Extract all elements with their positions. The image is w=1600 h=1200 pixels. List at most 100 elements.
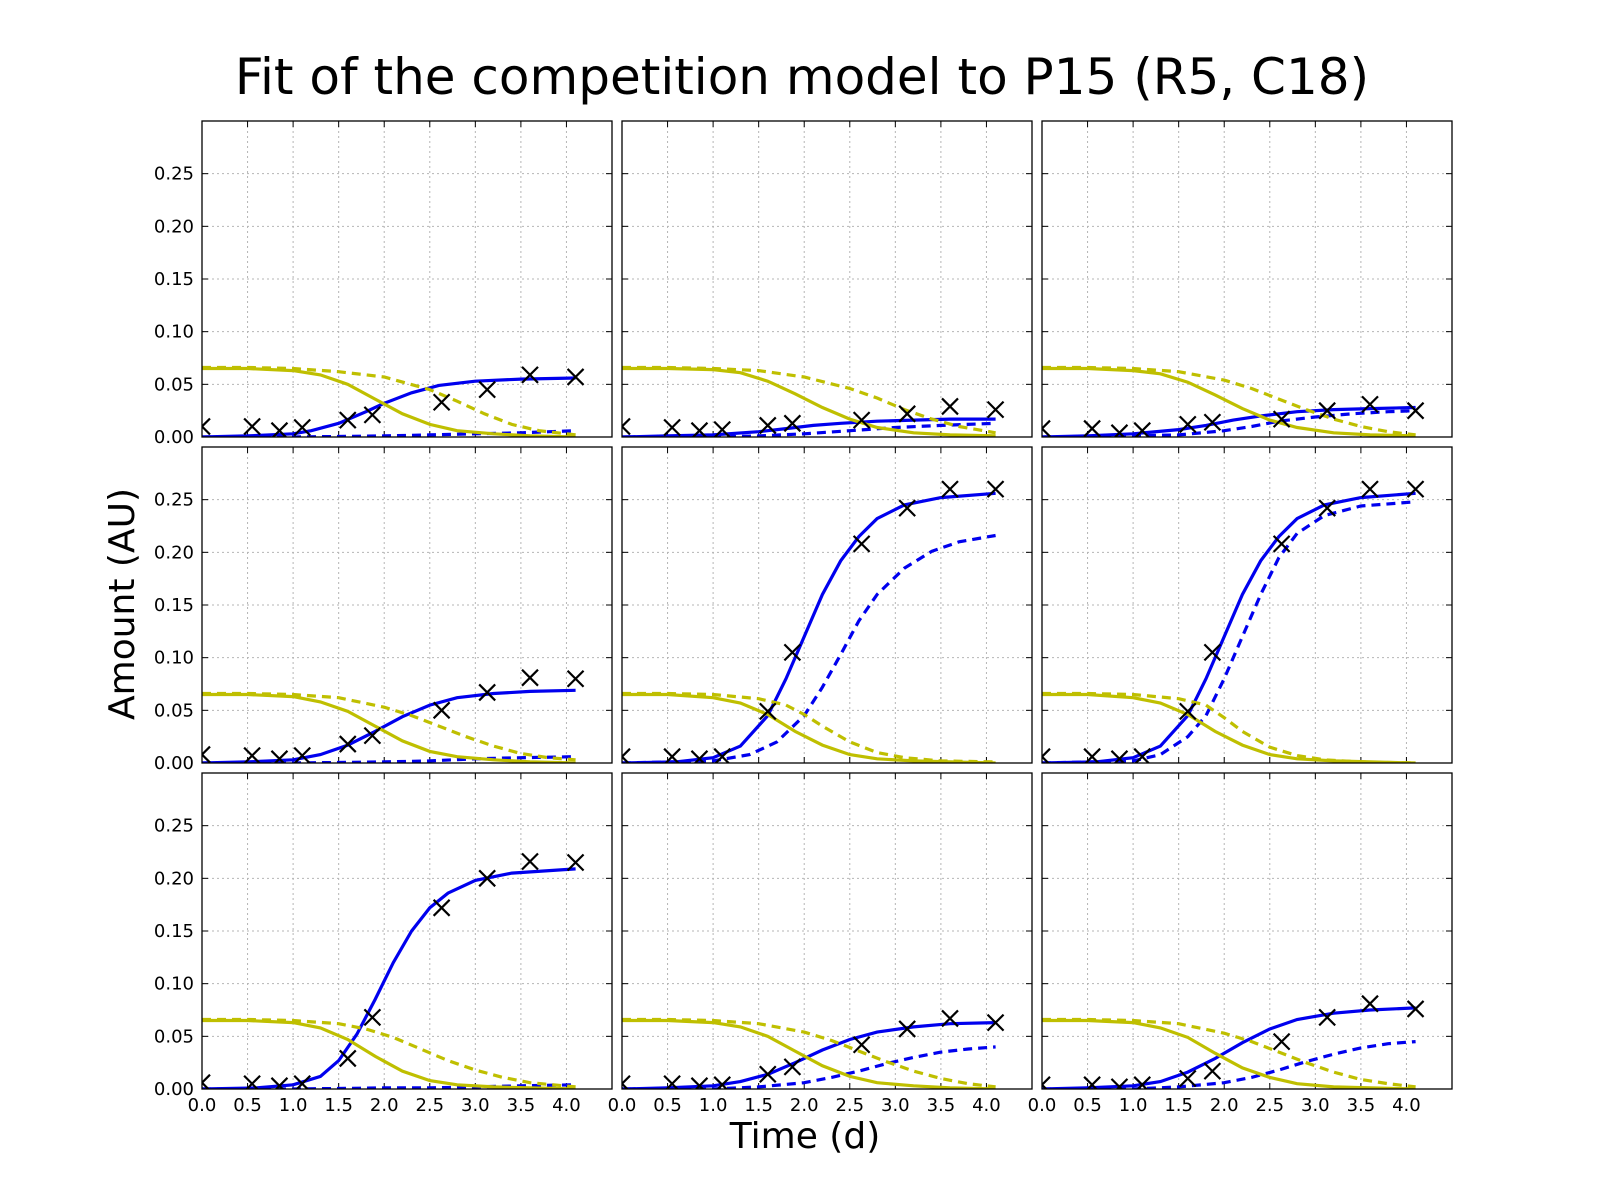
series-group [202,852,585,1089]
subplot-frame [621,446,1033,764]
data-point-marker [690,750,709,763]
x-tick-label: 3.5 [1347,1095,1376,1116]
data-point-marker [986,400,1005,419]
series-blue-dashed [202,429,576,437]
data-point-marker [1361,395,1379,414]
series-olive-dashed [202,691,576,762]
data-point-marker [363,406,382,424]
y-tick-label: 0.00 [154,1079,194,1100]
data-point-marker [898,1020,916,1038]
series-blue-solid [1042,1006,1416,1089]
y-tick-label: 0.05 [154,374,194,395]
x-tick-label: 0.5 [1073,1095,1102,1116]
series-blue-solid [622,417,996,437]
subplot-grid: 0.00 0.05 0.10 0.15 0.20 0.25 0.00 0.05 0.10 0.15… [154,120,1453,1116]
subplot-r1-c3 [1041,120,1453,438]
data-point-marker [1272,1032,1291,1051]
x-tick-label: 4.0 [1392,1095,1421,1116]
series-group [622,365,1005,437]
data-point-marker [759,1065,777,1084]
data-point-marker [663,418,681,437]
y-tick-label: 0.25 [154,816,194,837]
data-point-marker [478,869,496,888]
data-point-marker [622,417,631,436]
data-point-marker [1110,750,1129,763]
y-tick-label: 0.15 [154,269,194,290]
subplot-r2-c3 [1041,446,1453,764]
data-point-marker [1042,747,1051,763]
data-point-marker [941,480,959,498]
data-point-marker [1083,747,1101,763]
data-point-marker [986,480,1005,498]
data-point-marker [521,366,539,384]
data-point-marker [1042,419,1051,437]
data-point-marker [1361,994,1379,1013]
data-point-marker [690,1077,709,1089]
x-tick-label: 3.5 [927,1095,956,1116]
y-tick-label: 0.20 [154,542,194,563]
x-tick-label: 2.5 [835,1095,864,1116]
x-tick-label: 2.5 [1255,1095,1284,1116]
data-point-marker [478,380,496,399]
subplot-frame [201,446,613,764]
data-point-marker [432,899,451,917]
series-blue-solid [202,688,576,763]
data-point-marker [1179,415,1197,434]
data-point-marker [1203,1062,1222,1080]
data-point-marker [1083,419,1101,437]
x-tick-label: 1.5 [324,1095,353,1116]
series-group [622,1009,1005,1089]
data-point-marker [898,499,916,517]
series-group [1042,480,1425,763]
x-tick-label: 3.0 [881,1095,910,1116]
data-point-marker [1272,535,1291,553]
data-point-marker [759,702,777,721]
y-tick-label: 0.10 [154,648,194,669]
x-tick-label: 3.0 [1301,1095,1330,1116]
data-point-marker [202,417,211,436]
subplot-frame [621,772,1033,1090]
series-olive-solid [1042,692,1416,763]
data-point-marker [1318,401,1336,420]
data-point-marker [521,852,539,871]
x-tick-label: 3.5 [507,1095,536,1116]
y-tick-label: 0.20 [154,216,194,237]
data-point-marker [986,1013,1005,1032]
series-group [202,668,585,763]
y-tick-label: 0.15 [154,595,194,616]
data-point-marker [1361,480,1379,498]
data-point-marker [898,405,916,423]
series-group [202,365,585,437]
series-blue-dashed [202,1083,576,1089]
data-point-marker [293,418,311,437]
series-olive-dashed [1042,1017,1416,1089]
data-point-marker [759,416,777,435]
data-point-marker [1406,1000,1425,1018]
x-tick-label: 0.5 [233,1095,262,1116]
x-tick-label: 1.5 [744,1095,773,1116]
x-tick-label: 2.0 [790,1095,819,1116]
data-point-marker [663,1074,681,1089]
data-point-marker [566,368,585,386]
data-point-marker [1042,1076,1051,1089]
data-point-marker [243,417,261,436]
series-blue-solid [622,491,996,763]
data-point-marker [243,1074,261,1089]
data-point-marker [1406,480,1425,498]
data-point-marker [1133,421,1151,437]
series-blue-dashed [202,755,576,763]
x-tick-label: 1.0 [1119,1095,1148,1116]
series-blue-dashed [1042,1040,1416,1089]
x-tick-label: 2.5 [415,1095,444,1116]
data-point-marker [363,726,382,745]
data-point-marker [566,669,585,688]
data-point-marker [941,1009,959,1028]
subplot-r3-c1: 0.00 0.05 0.10 0.15 0.20 0.25 0.0 0.5 1.0 1.5 2.0 2… [154,772,613,1116]
x-tick-label: 0.5 [653,1095,682,1116]
chart-title: Fit of the competition model to P15 (R5,… [235,48,1369,106]
data-point-marker [941,397,959,416]
series-olive-dashed [622,365,996,435]
series-olive-solid [202,1018,576,1089]
data-point-marker [1083,1076,1101,1089]
